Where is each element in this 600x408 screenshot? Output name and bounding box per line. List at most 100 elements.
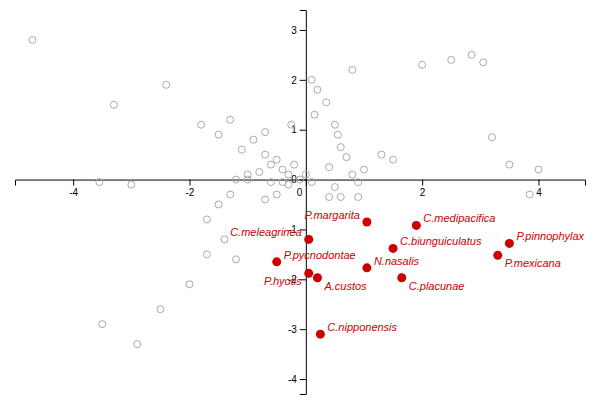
point-label: P.margarita — [304, 209, 359, 221]
open-point — [331, 184, 338, 191]
open-point — [273, 156, 280, 163]
y-tick-mark — [300, 180, 306, 181]
open-point — [198, 121, 205, 128]
x-tick-label: 2 — [420, 187, 426, 198]
open-point — [419, 61, 426, 68]
open-point — [297, 176, 304, 183]
y-tick: 1 — [291, 124, 306, 135]
x-tick-label: -2 — [186, 187, 195, 198]
open-point — [302, 171, 309, 178]
open-point — [29, 36, 36, 43]
point-label: P.pinnophylax — [516, 230, 584, 242]
point — [505, 239, 514, 248]
open-point — [390, 156, 397, 163]
open-point — [262, 129, 269, 136]
open-point — [233, 176, 240, 183]
y-axis: -4-3-2-10123 — [288, 11, 306, 395]
y-tick-label: -3 — [288, 324, 297, 335]
y-tick-mark — [300, 30, 306, 31]
point-label: P.hyotis — [264, 275, 302, 287]
point — [362, 217, 371, 226]
open-point — [203, 216, 210, 223]
open-point — [285, 171, 292, 178]
x-tick-mark — [189, 180, 190, 186]
open-point — [448, 56, 455, 63]
point-labels: P.margaritaC.medipacificaC.meleagrineaC.… — [230, 209, 584, 333]
open-point — [227, 191, 234, 198]
open-point — [273, 191, 280, 198]
point-label: C.biunguiculatus — [400, 235, 482, 247]
y-tick-mark — [300, 80, 306, 81]
open-point — [480, 59, 487, 66]
open-point — [267, 179, 274, 186]
open-point — [488, 134, 495, 141]
open-point — [285, 181, 292, 188]
y-axis-line — [300, 11, 307, 395]
open-point — [99, 321, 106, 328]
open-point — [331, 121, 338, 128]
point — [397, 273, 406, 282]
y-tick: 0 — [291, 174, 306, 185]
open-point — [311, 111, 318, 118]
point-label: A.custos — [323, 280, 367, 292]
open-point — [326, 194, 333, 201]
plot-area — [29, 36, 542, 347]
open-point — [526, 191, 533, 198]
y-tick-mark — [300, 329, 306, 330]
open-point — [343, 154, 350, 161]
open-point — [314, 86, 321, 93]
x-tick-label: -4 — [69, 187, 78, 198]
open-point — [157, 306, 164, 313]
open-point — [468, 51, 475, 58]
y-tick: -4 — [288, 374, 306, 385]
point-label: C.placunae — [409, 280, 465, 292]
open-point — [308, 179, 315, 186]
open-point — [203, 251, 210, 258]
open-point — [288, 121, 295, 128]
open-point — [227, 116, 234, 123]
open-point — [355, 179, 362, 186]
point-label: P.pycnodontae — [284, 249, 356, 261]
open-point — [506, 161, 513, 168]
x-tick: -2 — [186, 180, 195, 198]
point — [316, 330, 325, 339]
open-point — [349, 66, 356, 73]
open-point — [326, 164, 333, 171]
open-point — [337, 194, 344, 201]
open-point — [291, 161, 298, 168]
chart: -4-2024-4-3-2-10123P.margaritaC.medipaci… — [0, 0, 600, 408]
open-point — [262, 196, 269, 203]
y-tick: -3 — [288, 324, 306, 335]
point-label: P.mexicana — [505, 257, 561, 269]
open-point — [163, 81, 170, 88]
y-tick-label: 2 — [291, 75, 297, 86]
open-point — [267, 161, 274, 168]
point — [412, 221, 421, 230]
point — [493, 251, 502, 260]
point-label: N.nasalis — [374, 255, 420, 267]
x-axis: -4-2024 — [16, 180, 586, 198]
open-point — [355, 194, 362, 201]
open-point — [215, 201, 222, 208]
x-tick-label: 4 — [536, 187, 542, 198]
point-label: C.medipacifica — [423, 212, 495, 224]
x-tick: -4 — [69, 180, 78, 198]
open-point — [128, 181, 135, 188]
y-tick-label: 3 — [291, 25, 297, 36]
open-point — [337, 144, 344, 151]
x-tick-mark — [538, 180, 539, 186]
point — [304, 235, 313, 244]
open-point — [186, 281, 193, 288]
y-tick-mark — [300, 379, 306, 380]
open-point — [221, 236, 228, 243]
open-point — [378, 151, 385, 158]
point — [389, 244, 398, 253]
chart-container: -4-2024-4-3-2-10123P.margaritaC.medipaci… — [0, 0, 600, 408]
y-tick: 2 — [291, 75, 306, 86]
open-point — [110, 101, 117, 108]
y-tick-label: -4 — [288, 374, 297, 385]
open-point — [334, 131, 341, 138]
point — [313, 273, 322, 282]
open-point — [96, 179, 103, 186]
open-point — [134, 341, 141, 348]
